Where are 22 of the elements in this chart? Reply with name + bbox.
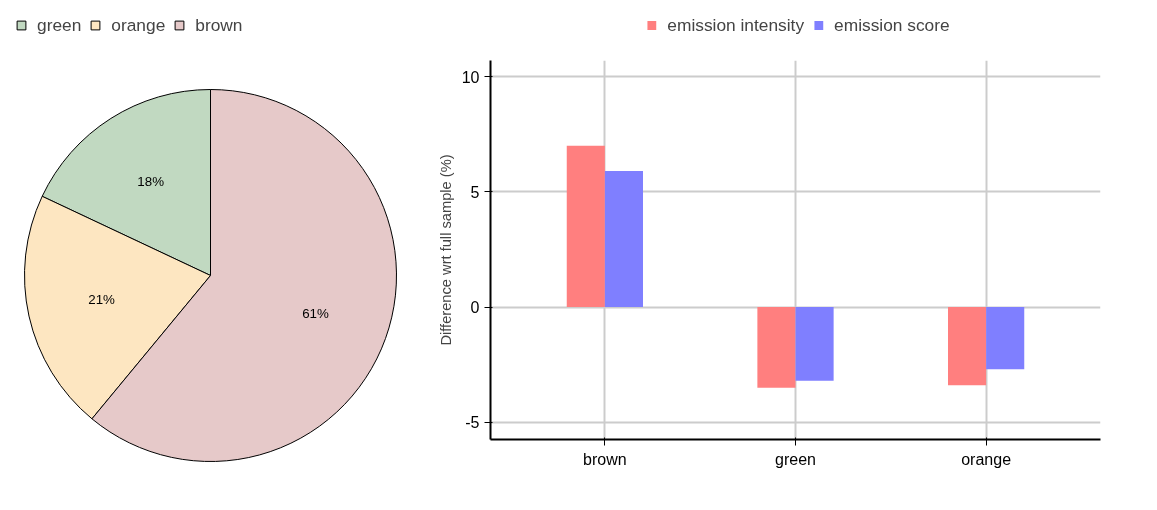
x-tick-label: orange: [961, 450, 1012, 468]
bar: [795, 307, 834, 381]
y-tick-label: 10: [461, 68, 480, 86]
y-tick-label: -5: [465, 414, 480, 432]
bar: [948, 307, 987, 386]
x-tick-label: green: [775, 450, 816, 468]
legend-label: orange: [111, 14, 166, 36]
legend-label: green: [37, 14, 82, 36]
legend-label: emission intensity: [667, 14, 805, 36]
data-label: 61%: [302, 305, 329, 321]
y-axis-title: Difference wrt full sample (%): [437, 154, 454, 346]
bar: [757, 307, 796, 388]
y-tick-label: 5: [470, 183, 480, 201]
legend-label: emission score: [834, 14, 950, 36]
legend-label: brown: [195, 14, 243, 36]
x-tick-label: brown: [583, 450, 627, 468]
data-label: 21%: [88, 292, 116, 308]
data-label: 18%: [137, 173, 165, 189]
bar: [604, 171, 643, 308]
y-tick-label: 0: [470, 299, 480, 317]
bar: [986, 307, 1025, 370]
bar: [566, 145, 605, 308]
